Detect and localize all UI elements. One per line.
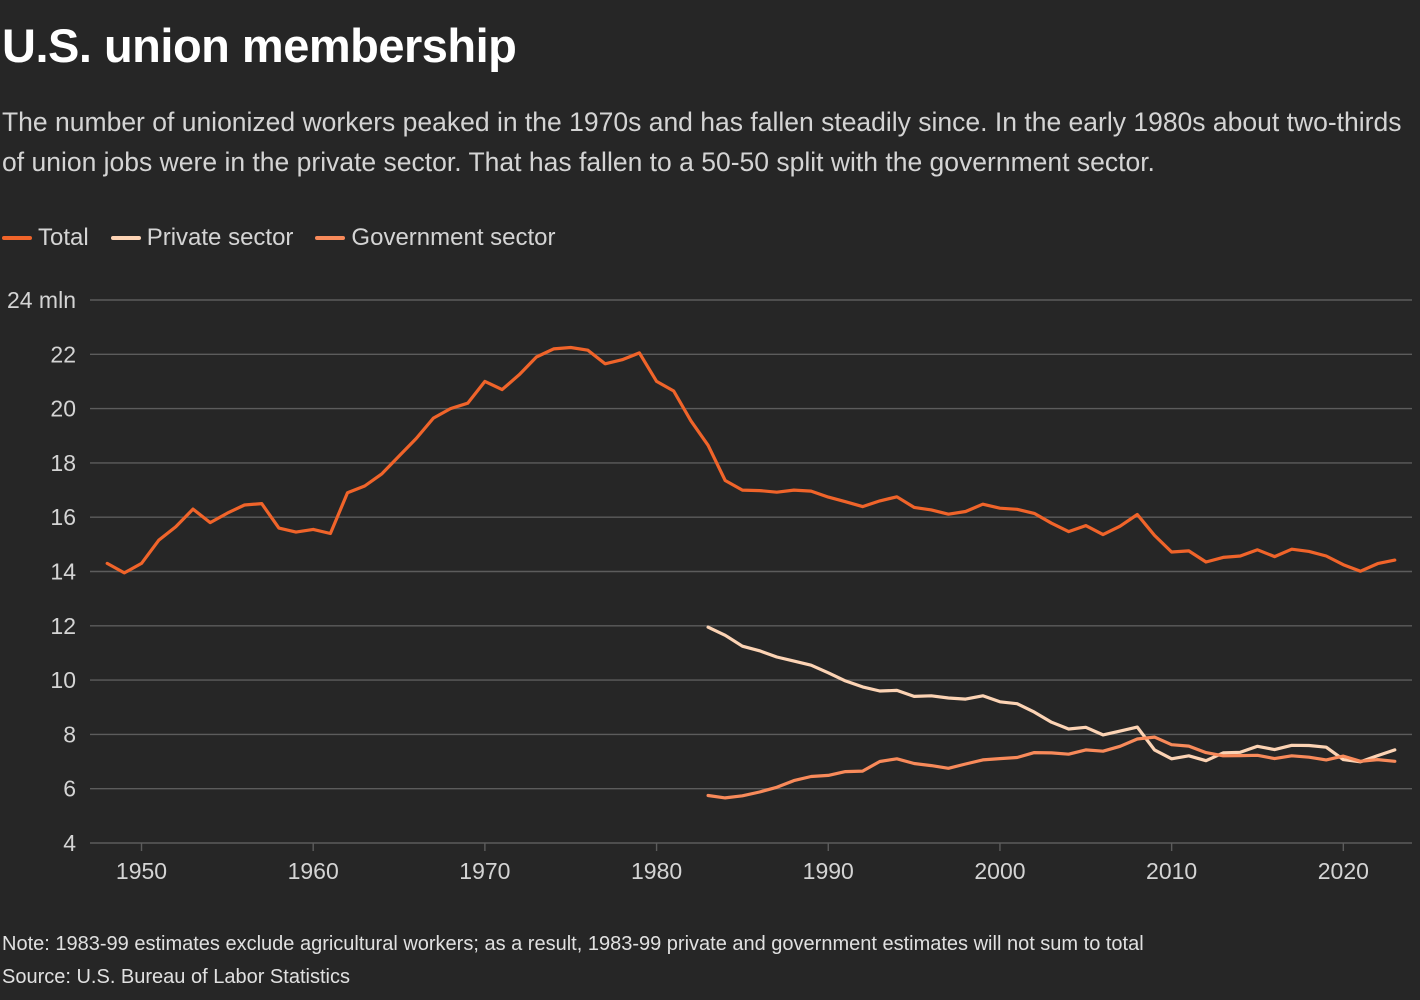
legend-item-total: Total — [2, 224, 89, 252]
series-line-total — [105, 345, 1397, 575]
legend: Total Private sector Government sector — [2, 224, 578, 252]
legend-label-private: Private sector — [146, 224, 294, 251]
x-tick-label: 1950 — [116, 858, 167, 884]
chart-subtitle: The number of unionized workers peaked i… — [2, 107, 1402, 177]
y-tick-label: 6 — [63, 776, 76, 802]
x-tick-label: 2010 — [1146, 858, 1197, 884]
y-tick-label: 24 mln — [7, 287, 76, 313]
y-tick-label: 18 — [50, 450, 76, 476]
legend-swatch-private — [110, 236, 141, 240]
legend-item-private: Private sector — [110, 224, 294, 252]
chart-source: Source: U.S. Bureau of Labor Statistics — [2, 966, 350, 988]
series-line-private-sector — [706, 625, 1397, 764]
chart-note: Note: 1983-99 estimates exclude agricult… — [2, 933, 1144, 955]
y-tick-label: 14 — [50, 559, 76, 585]
x-tick-label: 1970 — [459, 858, 510, 884]
x-tick-label: 1990 — [803, 858, 854, 884]
axis-layer: 4 6 8 10 12 14 16 18 20 22 24 mln 1950 1960 1970 1980 1… — [7, 287, 1369, 884]
series-layer — [105, 345, 1397, 800]
x-tick-label: 2000 — [974, 858, 1025, 884]
x-tick-label: 1960 — [288, 858, 339, 884]
chart-title: U.S. union membership — [2, 19, 517, 72]
y-tick-label: 10 — [50, 667, 76, 693]
legend-item-government: Government sector — [315, 224, 556, 252]
series-line-government-sector — [706, 735, 1397, 800]
y-tick-label: 12 — [50, 613, 76, 639]
legend-label-total: Total — [38, 224, 89, 251]
legend-swatch-total — [2, 236, 32, 240]
y-tick-label: 8 — [63, 721, 76, 747]
y-tick-label: 16 — [50, 504, 76, 530]
x-tick-label: 2020 — [1318, 858, 1369, 884]
grid-layer — [90, 299, 1412, 844]
y-tick-label: 20 — [50, 396, 76, 422]
y-tick-label: 22 — [50, 341, 76, 367]
x-tick-label: 1980 — [631, 858, 682, 884]
y-tick-label: 4 — [63, 830, 76, 856]
legend-swatch-government — [315, 236, 346, 240]
legend-label-government: Government sector — [351, 224, 556, 251]
